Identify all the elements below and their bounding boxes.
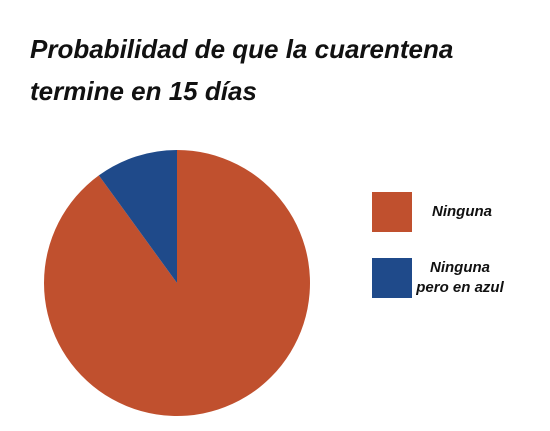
pie-slice (98, 150, 177, 283)
legend-swatch (372, 258, 412, 298)
legend-label: Ninguna (432, 203, 492, 220)
chart-title: Probabilidad de que la cuarentena termin… (30, 34, 454, 106)
pie-slice (44, 150, 311, 416)
legend-swatch (372, 192, 412, 232)
legend-label: Ninguna pero en azul (416, 259, 504, 296)
